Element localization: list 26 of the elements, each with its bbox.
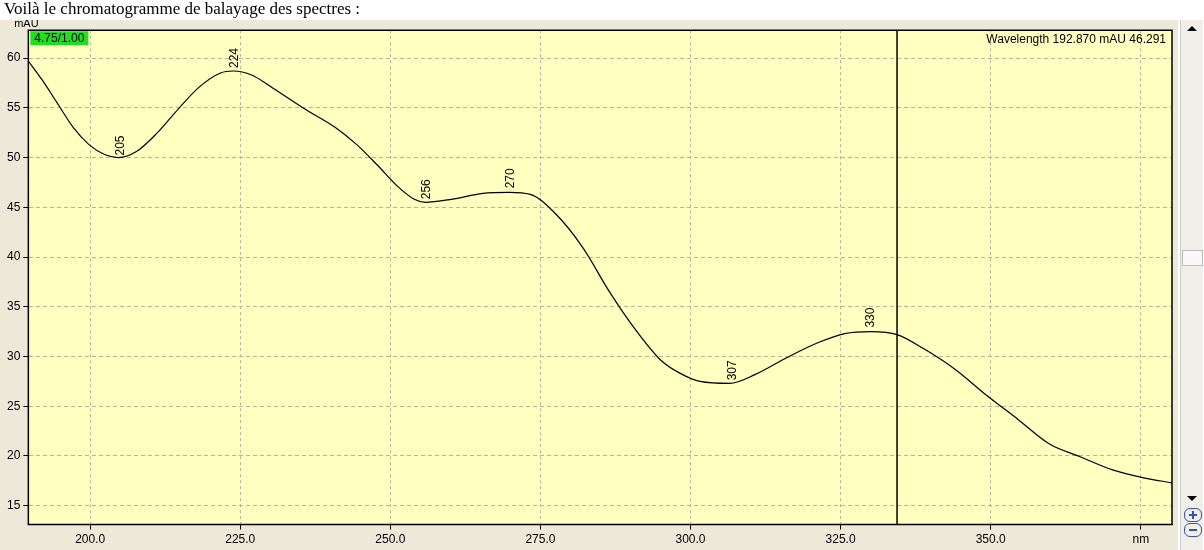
x-tick-label: 225.0 [225, 532, 256, 547]
y-tick-label: 25 [6, 398, 21, 413]
x-tick-label: 350.0 [975, 532, 1007, 547]
annotation: 270 [502, 168, 517, 189]
annotation: 4.75/1.00 [34, 30, 85, 45]
x-tick-label: 250.0 [375, 532, 406, 547]
annotation: 205 [112, 135, 127, 156]
annotation: 224 [226, 47, 241, 68]
x-tick-label: 325.0 [825, 532, 856, 547]
y-tick-label: 50 [6, 149, 21, 164]
x-tick-label: nm [1132, 532, 1150, 547]
y-tick-label: 30 [6, 348, 21, 363]
y-tick-label: 35 [6, 299, 21, 314]
annotation: Wavelength 192.870 mAU 46.291 [986, 31, 1167, 46]
y-tick-label: 60 [6, 50, 21, 65]
y-tick-label: 20 [6, 448, 21, 463]
y-tick-label: 40 [6, 249, 21, 264]
annotation: 256 [418, 178, 433, 200]
y-tick-label: 55 [6, 100, 21, 115]
x-tick-label: 300.0 [675, 532, 706, 547]
x-tick-label: 275.0 [525, 532, 556, 547]
annotation: 307 [724, 359, 739, 381]
y-tick-label: 15 [6, 498, 21, 513]
annotation: 330 [862, 307, 877, 328]
y-tick-label: 45 [6, 199, 21, 214]
x-tick-label: 200.0 [75, 532, 106, 547]
